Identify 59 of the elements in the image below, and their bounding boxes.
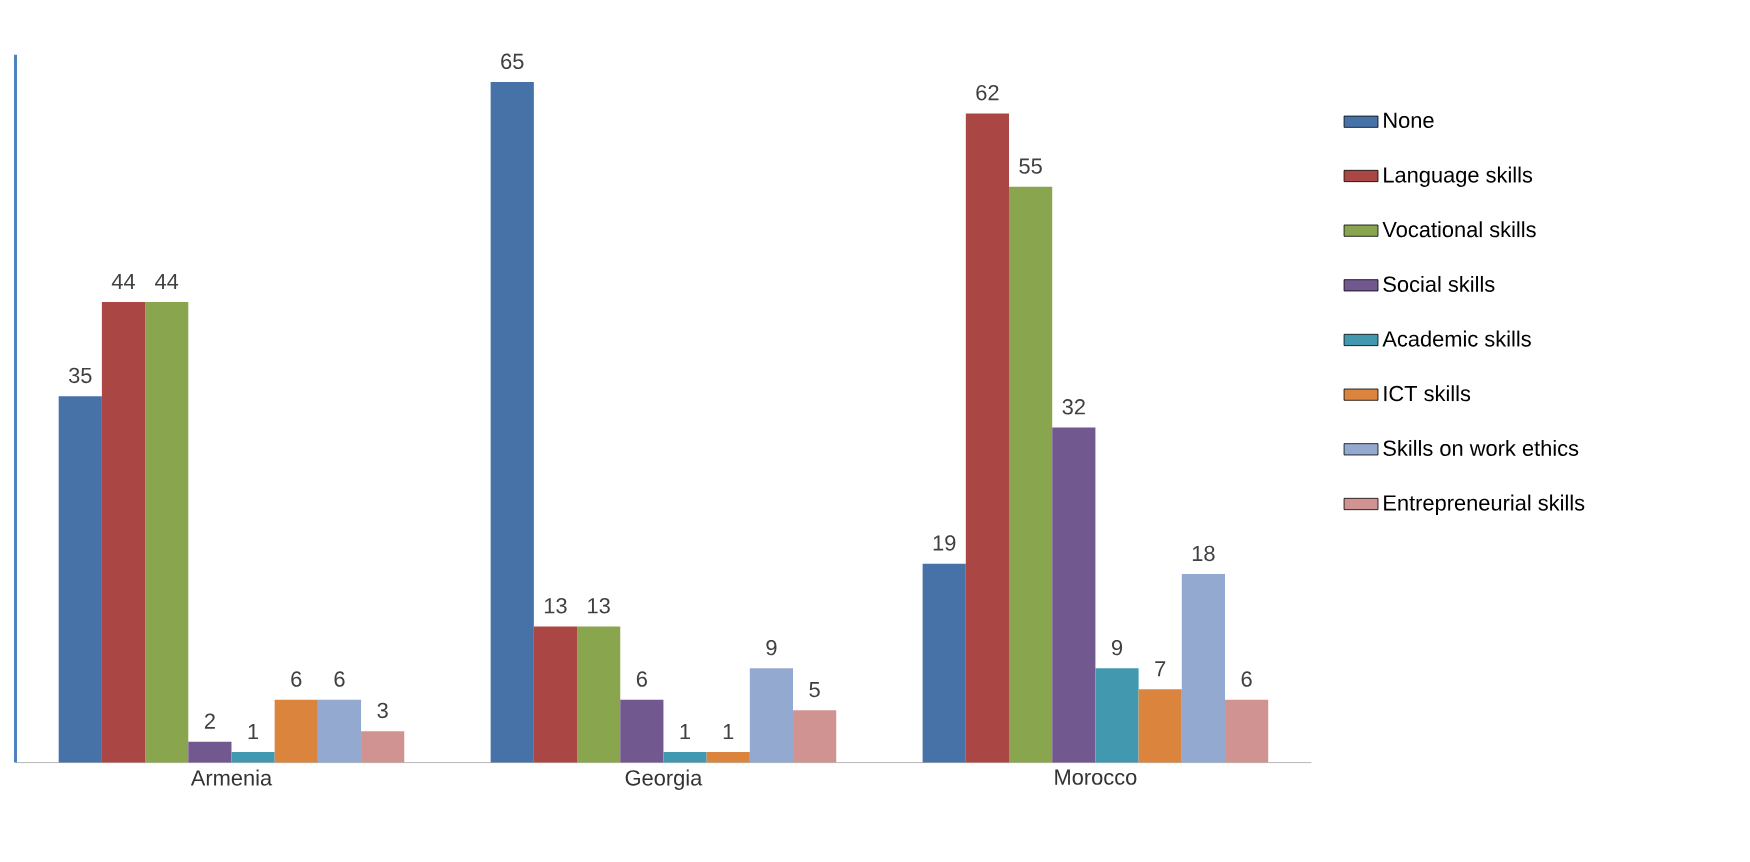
bar — [1225, 699, 1269, 763]
bar — [922, 563, 966, 763]
legend-label: Social skills — [1383, 275, 1495, 292]
bar — [145, 301, 189, 763]
data-label: 9 — [1111, 639, 1123, 656]
data-label: 44 — [111, 273, 135, 289]
data-label: 1 — [680, 723, 691, 739]
data-label: 6 — [636, 671, 647, 687]
data-label: 13 — [544, 597, 567, 614]
bar — [1095, 668, 1139, 763]
bar — [706, 751, 750, 763]
bar — [274, 699, 318, 763]
bar — [577, 626, 621, 763]
data-label: 32 — [1062, 398, 1085, 415]
legend-label: Entrepreneurial skills — [1384, 494, 1585, 515]
data-label: 44 — [155, 273, 179, 289]
legend-label: ICT skills — [1384, 385, 1471, 402]
legend-label: Skills on work ethics — [1383, 439, 1579, 456]
bar — [58, 396, 102, 763]
data-label: 18 — [1192, 545, 1215, 562]
data-label: 19 — [933, 535, 956, 551]
legend-label: Academic skills — [1382, 330, 1531, 347]
bar — [1138, 689, 1182, 763]
bar — [361, 731, 405, 763]
data-label: 9 — [766, 639, 777, 656]
data-label: 13 — [588, 597, 610, 614]
data-label: 6 — [334, 671, 345, 687]
x-tick-label: Georgia — [625, 769, 703, 790]
data-label: 6 — [1241, 671, 1252, 687]
bar — [793, 710, 837, 763]
data-label: 7 — [1155, 661, 1166, 677]
bar — [188, 741, 232, 763]
data-label: 6 — [291, 671, 302, 687]
bar — [965, 113, 1010, 763]
legend-label: Vocational skills — [1382, 221, 1536, 238]
legend-label: Language skills — [1384, 166, 1533, 187]
x-tick-label: Armenia — [190, 769, 273, 786]
bar — [620, 699, 664, 763]
bar — [231, 751, 275, 763]
data-label: 35 — [68, 367, 92, 384]
bar — [1009, 186, 1053, 763]
data-label: 1 — [723, 723, 734, 739]
bar — [1052, 427, 1096, 763]
bar — [1181, 574, 1225, 763]
bar — [663, 751, 707, 763]
data-label: 62 — [976, 84, 999, 101]
data-label: 65 — [501, 53, 524, 69]
bar — [749, 668, 794, 763]
data-label: 3 — [377, 702, 388, 719]
data-label: 1 — [248, 723, 259, 739]
data-label: 55 — [1019, 158, 1042, 174]
legend-label: None — [1384, 112, 1434, 128]
x-tick-label: Morocco — [1055, 769, 1137, 785]
bar — [490, 81, 534, 763]
bar — [317, 699, 362, 763]
data-label: 2 — [204, 713, 215, 729]
bar — [533, 626, 578, 763]
bar — [101, 301, 146, 763]
data-label: 5 — [809, 681, 820, 698]
